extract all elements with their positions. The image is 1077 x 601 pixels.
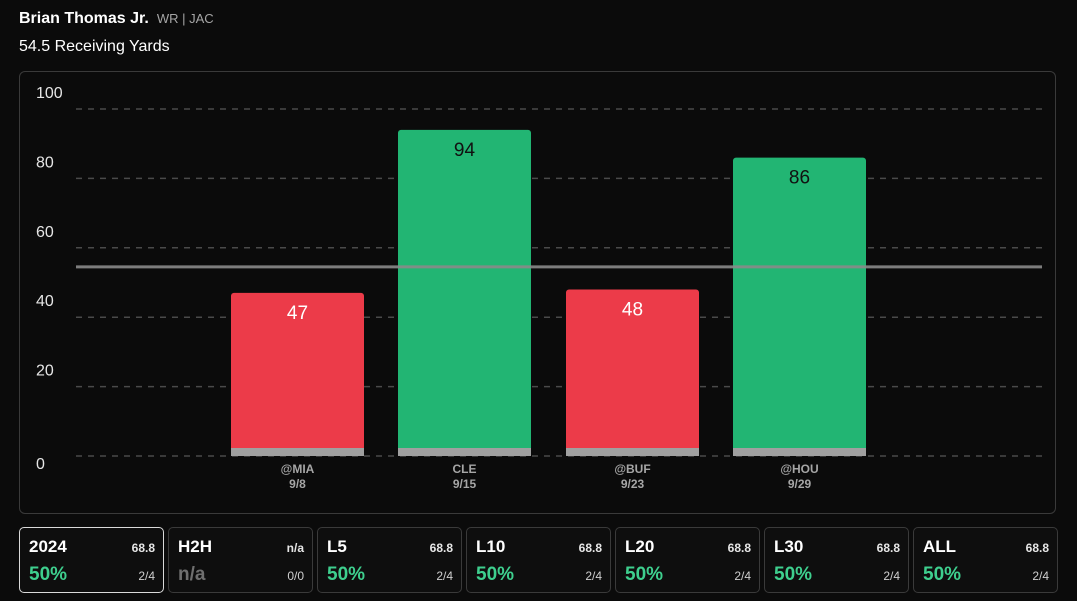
stat-card-h2h[interactable]: H2H n/a n/a 0/0 <box>168 527 313 593</box>
bar <box>566 289 699 456</box>
stat-label: H2H <box>178 537 213 556</box>
stat-hit-count: 2/4 <box>585 569 602 583</box>
stat-card-2024[interactable]: 2024 68.8 50% 2/4 <box>19 527 164 593</box>
stat-hit-count: 2/4 <box>138 569 155 583</box>
stat-label: 2024 <box>29 537 67 556</box>
x-date-label: 9/15 <box>453 477 477 491</box>
stat-hit-count: 2/4 <box>436 569 453 583</box>
y-tick-label: 40 <box>36 293 54 310</box>
bar-value-label: 94 <box>454 140 476 161</box>
stat-card-l5[interactable]: L5 68.8 50% 2/4 <box>317 527 462 593</box>
stat-hit-rate: n/a <box>178 564 206 585</box>
player-position-team: WR | JAC <box>156 11 214 26</box>
stat-average: 68.8 <box>429 541 453 555</box>
x-tick-label: @BUF <box>614 462 650 476</box>
bar <box>231 292 364 456</box>
stat-hit-rate: 50% <box>327 564 366 585</box>
stat-label: L10 <box>476 537 506 556</box>
stat-label: L30 <box>774 537 804 556</box>
stats-row: 2024 68.8 50% 2/4 H2H n/a n/a 0/0 L5 68.8 50% 2/4 L1… <box>19 527 1058 593</box>
stat-card-l10[interactable]: L10 68.8 50% 2/4 <box>466 527 611 593</box>
y-tick-label: 80 <box>36 154 54 171</box>
prop-label: 54.5 Receiving Yards <box>19 38 170 55</box>
stat-hit-count: 2/4 <box>1032 569 1049 583</box>
bar <box>398 129 531 456</box>
x-date-label: 9/8 <box>289 477 306 491</box>
bar-base <box>566 448 699 456</box>
x-date-label: 9/23 <box>621 477 645 491</box>
stat-average: 68.8 <box>876 541 900 555</box>
x-tick-label: @HOU <box>780 462 818 476</box>
x-tick-label: @MIA <box>281 462 315 476</box>
stat-average: 68.8 <box>578 541 602 555</box>
stat-hit-count: 2/4 <box>734 569 751 583</box>
stat-hit-rate: 50% <box>774 564 813 585</box>
bar <box>733 157 866 456</box>
stat-hit-rate: 50% <box>625 564 664 585</box>
stat-hit-count: 2/4 <box>883 569 900 583</box>
chart-panel: 0 20 40 60 80 100 47 @MIA 9/8 94 CLE 9/15 48 @BUF 9/23… <box>19 71 1056 514</box>
stat-hit-rate: 50% <box>476 564 515 585</box>
stat-average: n/a <box>286 541 304 555</box>
bar-base <box>231 448 364 456</box>
x-date-label: 9/29 <box>788 477 812 491</box>
stat-average: 68.8 <box>1025 541 1049 555</box>
x-tick-label: CLE <box>453 462 477 476</box>
stat-hit-count: 0/0 <box>287 569 304 583</box>
header: Brian Thomas Jr. WR | JAC 54.5 Receiving… <box>19 10 214 56</box>
bar-base <box>733 448 866 456</box>
y-tick-label: 20 <box>36 363 54 380</box>
player-name: Brian Thomas Jr. <box>19 10 149 27</box>
stat-label: L20 <box>625 537 655 556</box>
y-tick-label: 100 <box>36 85 63 102</box>
bar-base <box>398 448 531 456</box>
stat-card-all[interactable]: ALL 68.8 50% 2/4 <box>913 527 1058 593</box>
stat-average: 68.8 <box>727 541 751 555</box>
stat-card-l30[interactable]: L30 68.8 50% 2/4 <box>764 527 909 593</box>
y-tick-label: 0 <box>36 456 45 473</box>
bar-value-label: 86 <box>789 168 810 189</box>
bar-value-label: 48 <box>622 299 643 320</box>
stat-label: L5 <box>327 537 347 556</box>
stat-card-l20[interactable]: L20 68.8 50% 2/4 <box>615 527 760 593</box>
y-tick-label: 60 <box>36 224 54 241</box>
stat-average: 68.8 <box>131 541 155 555</box>
stat-hit-rate: 50% <box>29 564 68 585</box>
stat-label: ALL <box>923 537 957 556</box>
player-row: Brian Thomas Jr. WR | JAC <box>19 10 214 28</box>
bar-value-label: 47 <box>287 303 308 324</box>
stat-hit-rate: 50% <box>923 564 962 585</box>
